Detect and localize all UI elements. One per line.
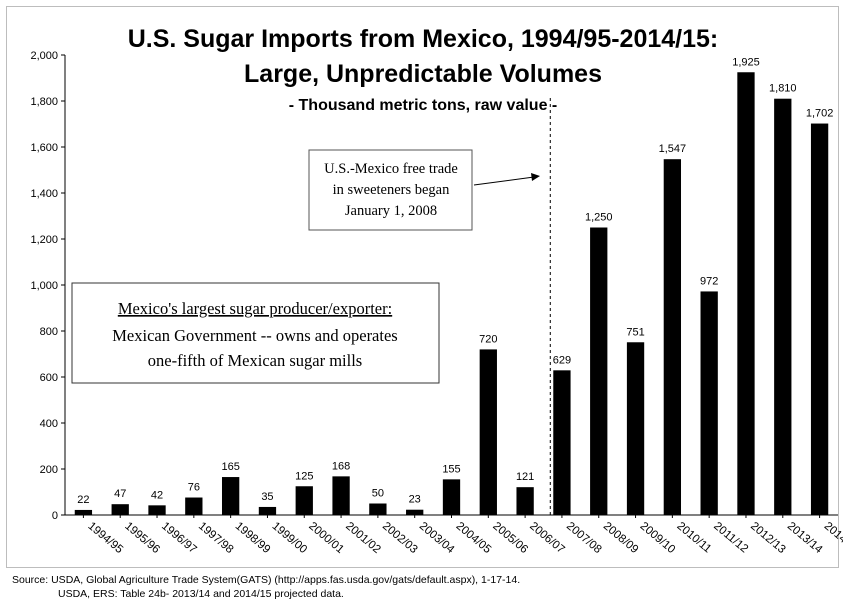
bar — [626, 342, 645, 515]
x-tick-label: 1994/95 — [85, 520, 125, 556]
info-box-heading: Mexico's largest sugar producer/exporter… — [118, 299, 392, 318]
data-label: 121 — [516, 471, 534, 483]
bar — [221, 477, 240, 515]
x-tick-label: 2002/03 — [380, 520, 420, 556]
annotation-line-1: U.S.-Mexico free trade — [324, 161, 458, 177]
data-label: 42 — [151, 489, 163, 501]
data-label: 35 — [261, 491, 273, 503]
y-tick-label: 1,400 — [30, 188, 58, 200]
data-label: 1,810 — [769, 83, 797, 95]
y-tick-label: 1,600 — [30, 142, 58, 154]
x-tick-label: 2006/07 — [527, 520, 567, 556]
free-trade-annotation-box — [308, 149, 473, 231]
x-tick-label: 1997/98 — [196, 520, 236, 556]
y-tick-label: 2,000 — [30, 50, 58, 62]
data-label: 165 — [221, 461, 239, 473]
x-tick-label: 2000/01 — [306, 520, 346, 556]
bar — [553, 370, 571, 515]
x-tick-label: 2014/15 — [822, 520, 843, 556]
x-tick-label: 2003/04 — [417, 520, 457, 556]
x-tick-label: 2005/06 — [490, 520, 530, 556]
data-label: 22 — [77, 494, 89, 506]
bars-group — [74, 72, 829, 515]
data-label: 1,925 — [732, 56, 760, 68]
chart-title-line2: Large, Unpredictable Volumes — [244, 60, 602, 88]
bar — [295, 486, 313, 515]
annotation-line-2: in sweeteners began — [333, 182, 451, 198]
data-label: 47 — [114, 488, 126, 500]
y-tick-label: 0 — [52, 510, 58, 522]
info-box-frame — [71, 282, 440, 384]
bar — [258, 506, 277, 515]
x-tick-label: 2007/08 — [564, 520, 604, 556]
info-box-line-2: one-fifth of Mexican sugar mills — [148, 351, 362, 370]
bar — [74, 509, 93, 515]
y-tick-label: 1,000 — [30, 280, 58, 292]
bar — [479, 349, 497, 515]
data-label: 1,547 — [659, 143, 687, 155]
x-axis-labels-group: 1994/951995/961996/971997/981998/991999/… — [82, 515, 843, 556]
data-labels-group: 22 47 42 76 165 35 125 168 50 23 155 720 121 629 1,250… — [77, 56, 833, 506]
data-label: 720 — [479, 333, 497, 345]
x-tick-label: 1999/00 — [270, 520, 310, 556]
y-tick-label: 1,200 — [30, 234, 58, 246]
y-tick-label: 400 — [40, 418, 58, 430]
data-label: 972 — [700, 275, 718, 287]
bar — [406, 509, 424, 515]
info-box-line-1: Mexican Government -- owns and operates — [112, 326, 397, 345]
bar — [148, 505, 166, 515]
y-tick-label: 800 — [40, 326, 58, 338]
chart-subtitle: - Thousand metric tons, raw value - — [289, 97, 558, 114]
y-tick-label: 200 — [40, 464, 58, 476]
bar — [516, 487, 534, 515]
source-line-1: Source: USDA, Global Agriculture Trade S… — [12, 574, 521, 586]
source-block: Source: USDA, Global Agriculture Trade S… — [12, 573, 520, 601]
source-line-2: USDA, ERS: Table 24b- 2013/14 and 2014/1… — [58, 588, 344, 600]
data-label: 168 — [332, 460, 350, 472]
y-tick-label: 600 — [40, 372, 58, 384]
chart-frame — [6, 6, 839, 568]
x-tick-label: 2009/10 — [638, 520, 678, 556]
x-tick-label: 1996/97 — [159, 520, 199, 556]
annotation-arrow — [473, 176, 535, 186]
data-label: 629 — [553, 354, 571, 366]
x-tick-label: 2012/13 — [748, 520, 788, 556]
bar — [810, 123, 829, 515]
bar — [369, 503, 387, 515]
x-tick-label: 2008/09 — [601, 520, 641, 556]
data-label: 1,250 — [585, 212, 613, 224]
bar — [774, 98, 792, 515]
x-tick-label: 2004/05 — [454, 520, 494, 556]
bar — [663, 159, 682, 515]
bar — [332, 476, 350, 515]
x-tick-label: 2011/12 — [711, 520, 750, 555]
data-label: 125 — [295, 470, 313, 482]
bar-chart: U.S. Sugar Imports from Mexico, 1994/95-… — [30, 25, 843, 556]
data-label: 50 — [372, 488, 384, 500]
data-label: 751 — [626, 326, 644, 338]
data-label: 23 — [409, 494, 421, 506]
bar — [700, 291, 718, 515]
y-axis-ticks: 0 200 400 600 800 1,000 1,200 1,400 1,600 1,800 2,… — [30, 50, 65, 522]
y-tick-label: 1,800 — [30, 96, 58, 108]
bar — [185, 497, 203, 515]
x-tick-label: 2010/11 — [674, 520, 713, 555]
data-label: 1,702 — [806, 108, 834, 120]
x-tick-label: 1998/99 — [233, 520, 273, 556]
bar — [111, 504, 129, 515]
x-tick-label: 1995/96 — [122, 520, 162, 556]
annotation-arrowhead — [531, 173, 540, 181]
data-label: 155 — [442, 463, 460, 475]
bar — [442, 479, 461, 515]
info-box: Mexico's largest sugar producer/exporter… — [71, 282, 440, 384]
bar — [590, 227, 608, 515]
chart-title: U.S. Sugar Imports from Mexico, 1994/95-… — [128, 25, 719, 53]
free-trade-annotation: U.S.-Mexico free trade in sweeteners beg… — [308, 149, 540, 231]
annotation-line-3: January 1, 2008 — [345, 203, 437, 219]
x-tick-label: 2001/02 — [343, 520, 383, 556]
data-label: 76 — [188, 482, 200, 494]
x-tick-label: 2013/14 — [785, 520, 825, 556]
bar — [737, 72, 755, 515]
